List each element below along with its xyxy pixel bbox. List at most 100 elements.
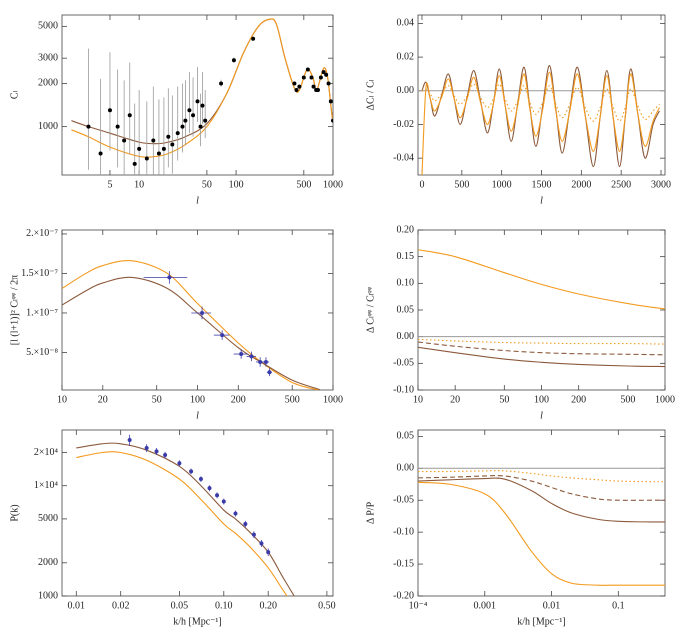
x-tick-label: 1000	[323, 179, 343, 190]
data-point	[98, 151, 103, 156]
panel: 10 20 50 100 200 500 1000 5.×10⁻⁸ 1.×10⁻⁷ 1.5×10⁻…	[9, 228, 343, 421]
x-tick-label: 1000	[323, 394, 343, 405]
data-point	[219, 81, 224, 86]
x-tick-label: 500	[454, 179, 469, 190]
data-point	[180, 124, 185, 129]
x-tick-label: 1000	[492, 179, 512, 190]
x-tick-label: 10	[134, 179, 144, 190]
data-point	[315, 88, 320, 93]
plot-area	[418, 64, 665, 175]
series-line	[76, 442, 295, 596]
data-point	[127, 437, 132, 442]
y-tick-label: 5.×10⁻⁸	[26, 347, 58, 358]
panel: 0 500 1000 1500 2000 2500 3000 -0.04 -0.02 0.00 0.…	[365, 14, 671, 206]
x-tick-label: 0.20	[259, 600, 277, 611]
x-tick-label: 50	[202, 179, 212, 190]
y-tick-label: 5000	[38, 513, 58, 524]
x-tick-label: 0.1	[612, 600, 625, 611]
y-tick-label: -0.10	[393, 526, 414, 537]
panel: 10 20 50 100 200 500 1000 -0.10 -0.05 0.00 0.05 0.1…	[365, 224, 675, 421]
x-tick-label: 0.001	[474, 600, 497, 611]
data-point	[198, 124, 203, 129]
data-point	[328, 99, 333, 104]
plot-area	[76, 434, 295, 596]
plot-area	[418, 467, 665, 586]
panel: 0.01 0.02 0.05 0.10 0.20 0.50 1000 2000 5000 1×10…	[9, 429, 336, 627]
y-tick-label: 0.05	[397, 304, 415, 315]
y-tick-label: 0.10	[397, 278, 415, 289]
x-tick-label: 200	[231, 394, 246, 405]
x-tick-label: 100	[190, 394, 205, 405]
x-tick-label: 200	[571, 394, 586, 405]
data-point	[137, 146, 142, 151]
plot-area	[62, 260, 321, 390]
x-tick-label: 0.05	[171, 600, 189, 611]
data-point	[239, 352, 244, 357]
data-point	[249, 354, 254, 359]
x-tick-label: 50	[152, 394, 162, 405]
data-point	[266, 550, 271, 555]
plot-frame	[61, 429, 334, 597]
x-tick-label: 10	[57, 394, 67, 405]
plot-frame	[61, 229, 334, 391]
data-point	[183, 118, 188, 123]
y-tick-label: 0.15	[397, 251, 415, 262]
y-tick-label: 0.04	[397, 18, 415, 29]
x-axis-label: l	[540, 410, 543, 421]
data-point	[220, 333, 225, 338]
y-axis-label: Δ P/P	[365, 501, 376, 524]
y-tick-label: 0.02	[397, 51, 415, 62]
y-tick-label: 2000	[38, 557, 58, 568]
data-point	[200, 310, 205, 315]
series-line	[71, 18, 333, 158]
data-point	[163, 452, 168, 457]
y-tick-label: 1000	[38, 121, 58, 132]
data-point	[309, 75, 314, 80]
series-line	[418, 338, 665, 345]
y-tick-label: -0.04	[393, 152, 414, 163]
y-tick-label: 0.20	[397, 224, 415, 235]
data-point	[267, 370, 272, 375]
x-tick-label: 3000	[651, 179, 671, 190]
series-line	[418, 474, 665, 501]
x-tick-label: 0.50	[318, 600, 336, 611]
panel: 10⁻⁴ 0.001 0.01 0.1 -0.20 -0.15 -0.10 -0.05 0.00…	[365, 429, 666, 627]
x-axis-label: l	[196, 195, 199, 206]
series-line	[62, 260, 321, 390]
data-point	[259, 541, 264, 546]
plot-frame	[417, 429, 666, 597]
x-tick-label: 20	[450, 394, 460, 405]
y-axis-label: Δ Cₗᵠᵠ / Cₗᵠᵠ	[365, 286, 376, 333]
data-point	[221, 499, 226, 504]
plot-area	[418, 249, 665, 368]
data-point	[324, 72, 329, 77]
data-point	[311, 84, 316, 89]
x-tick-label: 500	[620, 394, 635, 405]
x-tick-label: 2000	[571, 179, 591, 190]
y-tick-label: 0.00	[397, 463, 415, 474]
data-point	[198, 477, 203, 482]
data-point	[115, 124, 120, 129]
y-axis-label: Cₗ	[9, 91, 20, 100]
data-point	[292, 81, 297, 86]
series-line	[418, 346, 665, 368]
data-point	[318, 75, 323, 80]
y-tick-label: 1×10⁴	[34, 480, 59, 491]
series-line	[418, 249, 665, 310]
x-tick-label: 1500	[532, 179, 552, 190]
series-line	[62, 276, 321, 390]
y-tick-label: 3000	[38, 52, 58, 63]
x-tick-label: 100	[534, 394, 549, 405]
data-point	[243, 521, 248, 526]
x-axis-label: l	[540, 195, 543, 206]
data-point	[191, 113, 196, 118]
x-tick-label: 100	[229, 179, 244, 190]
x-tick-label: 50	[499, 394, 509, 405]
x-tick-label: 0	[419, 179, 424, 190]
y-tick-label: 1.5×10⁻⁷	[21, 268, 58, 279]
x-tick-label: 2500	[611, 179, 631, 190]
y-tick-label: 2000	[38, 78, 58, 89]
series-line	[421, 64, 660, 168]
data-point	[215, 493, 220, 498]
